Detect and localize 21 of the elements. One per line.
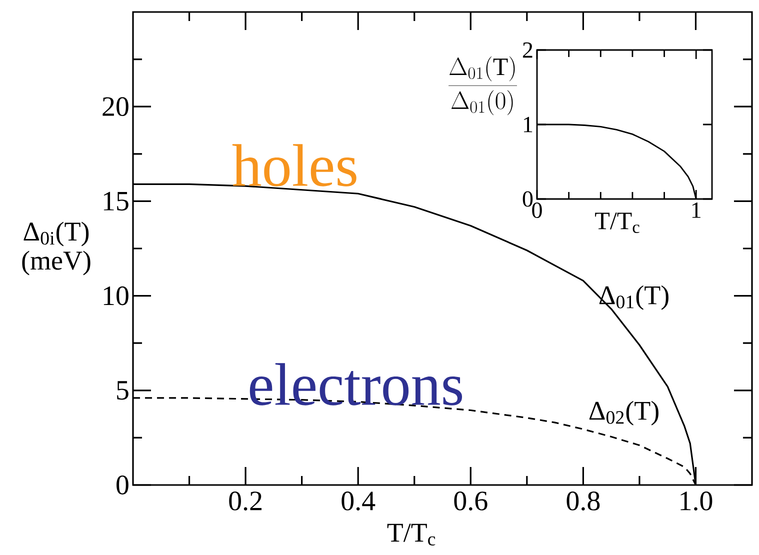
y-axis-title: Δ$_{0i}$(T) (meV)	[22, 222, 90, 276]
x-tick-label: 0.2	[229, 492, 262, 511]
y-tick-label: 2	[522, 42, 532, 58]
series-label: Δ$_{02}$(T)	[589, 400, 658, 426]
y-tick-label: 5	[117, 381, 128, 400]
series-label: Δ$_{01}$(T)	[599, 285, 668, 310]
y-tick-label: 10	[104, 286, 128, 306]
y-tick-label: 15	[104, 192, 128, 211]
y-tick-label: 1	[524, 116, 532, 132]
y-tick-label: 20	[102, 97, 128, 116]
x-axis-title: T/T$_{c}$	[595, 212, 640, 234]
x-tick-label: 0.8	[566, 492, 600, 511]
y-axis-title: $\frac{\Delta_{01}(\mathrm{T})}{\Delta_{01}(0)}$	[448, 56, 517, 116]
y-tick-label: 0	[116, 476, 128, 494]
x-tick-label: 0.4	[342, 492, 376, 511]
x-tick-label: 0.6	[454, 492, 488, 511]
x-axis-title: T/T$_{c}$	[387, 524, 436, 546]
y-tick-label: 0	[522, 191, 533, 207]
annotation: holes	[232, 144, 356, 186]
x-tick-label: 1.0	[680, 492, 712, 511]
annotation: electrons	[250, 363, 462, 406]
